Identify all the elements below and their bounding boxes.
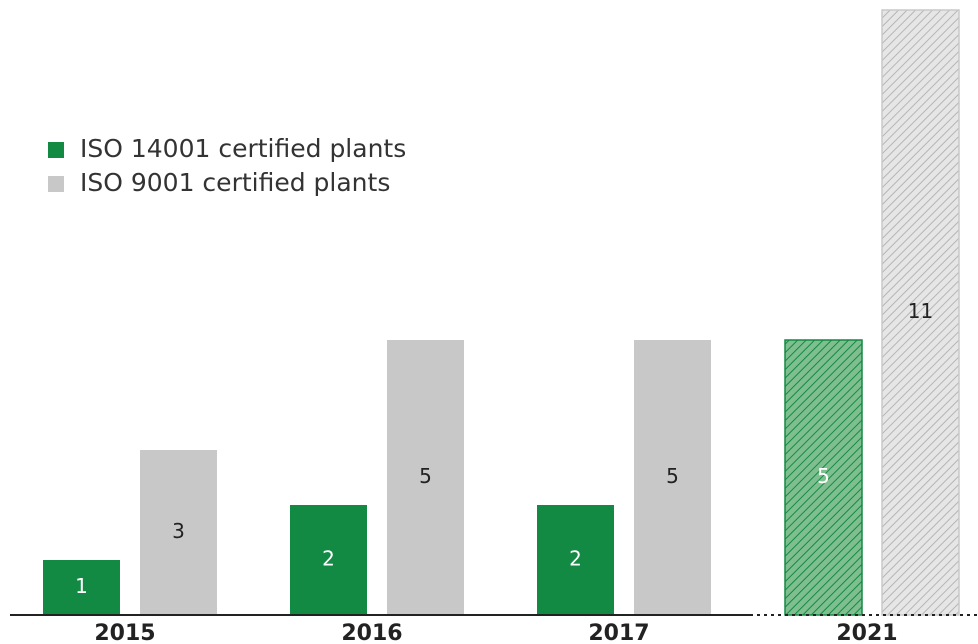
bar xyxy=(290,505,367,615)
value-label: 5 xyxy=(817,464,830,488)
bar xyxy=(881,9,960,616)
value-label: 2 xyxy=(322,547,335,571)
x-tick-label: 2015 xyxy=(94,621,155,644)
legend-label: ISO 14001 certified plants xyxy=(80,134,406,163)
value-label: 1 xyxy=(75,574,88,598)
value-label: 5 xyxy=(666,464,679,488)
legend-label: ISO 9001 certified plants xyxy=(80,168,390,197)
bar xyxy=(387,340,464,615)
bar xyxy=(634,340,711,615)
bar xyxy=(43,560,120,615)
x-tick-label: 2016 xyxy=(341,621,402,644)
x-tick-label: 2021 xyxy=(836,621,897,644)
legend-swatch xyxy=(48,176,64,192)
value-label: 5 xyxy=(419,464,432,488)
value-label: 2 xyxy=(569,547,582,571)
bar xyxy=(784,339,863,616)
value-label: 3 xyxy=(172,519,185,543)
bar xyxy=(537,505,614,615)
legend-swatch xyxy=(48,142,64,158)
bar xyxy=(140,450,217,615)
x-tick-label: 2017 xyxy=(588,621,649,644)
value-label: 11 xyxy=(908,299,933,323)
